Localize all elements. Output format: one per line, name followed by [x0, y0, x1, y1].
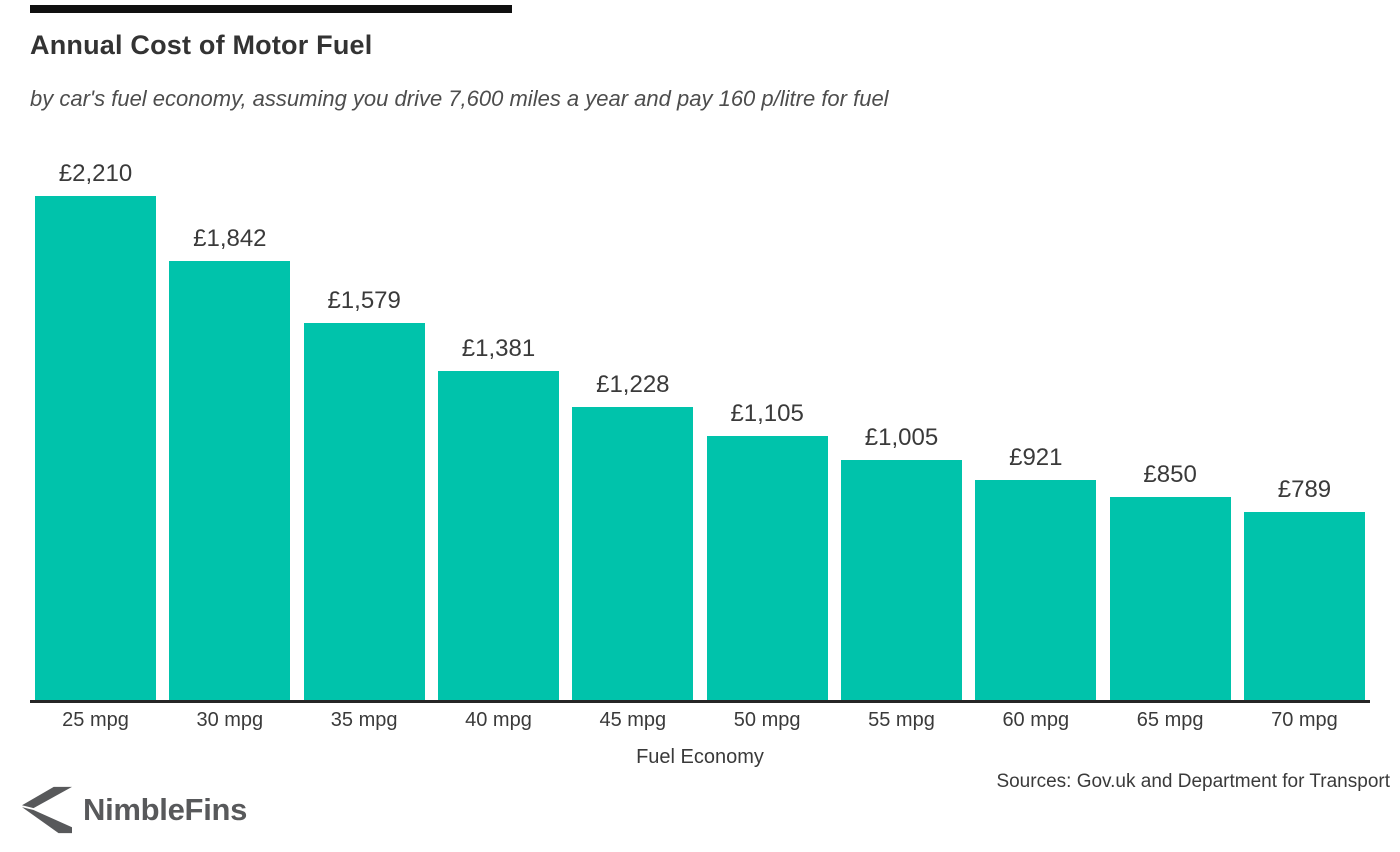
x-tick-label: 60 mpg — [1002, 709, 1070, 731]
bar-value-label: £789 — [1277, 476, 1332, 503]
x-tick-label: 50 mpg — [733, 709, 801, 731]
bar — [706, 436, 828, 700]
bar-chart-plot-area: £2,210 £1,842 £1,579 £1,381 £1,228 £1,105 £1,0… — [35, 160, 1365, 700]
x-axis-line — [30, 700, 1370, 703]
bar-value-label: £1,105 — [730, 400, 804, 427]
bar-column: £1,381 — [437, 160, 559, 700]
bar-column: £1,579 — [303, 160, 425, 700]
sources-note: Sources: Gov.uk and Department for Trans… — [996, 771, 1390, 792]
nimblefins-logo-text: NimbleFins — [83, 792, 248, 827]
bar-value-label: £1,005 — [864, 424, 939, 451]
chart-subtitle: by car's fuel economy, assuming you driv… — [30, 86, 889, 111]
x-axis-title: Fuel Economy — [636, 746, 764, 768]
bar-value-label: £921 — [1009, 444, 1063, 471]
top-accent-bar — [30, 5, 512, 13]
bar — [437, 371, 559, 700]
x-tick-label: 55 mpg — [868, 709, 935, 731]
x-tick-label: 45 mpg — [599, 709, 667, 731]
nimblefins-fin-icon — [22, 786, 72, 834]
x-tick-label: 40 mpg — [465, 709, 532, 731]
bar — [303, 323, 425, 700]
x-tick-label: 25 mpg — [62, 709, 129, 731]
x-axis-tick-labels: 25 mpg 30 mpg 35 mpg 40 mpg 45 mpg 50 mpg 55 m… — [35, 709, 1365, 732]
x-tick-label: 70 mpg — [1271, 709, 1338, 731]
bar — [572, 407, 694, 700]
bar-column: £1,228 — [572, 160, 694, 700]
bar — [840, 460, 962, 700]
x-tick-label: 65 mpg — [1136, 709, 1204, 731]
bar-column: £789 — [1243, 160, 1365, 700]
nimblefins-logo: NimbleFins — [22, 786, 247, 834]
bar-column: £850 — [1109, 160, 1231, 700]
bar-column: £1,005 — [840, 160, 962, 700]
x-tick-label: 35 mpg — [330, 709, 398, 731]
bar — [975, 480, 1097, 700]
x-tick-label: 30 mpg — [196, 709, 264, 731]
bar-value-label: £1,381 — [461, 335, 536, 362]
bar-value-label: £1,842 — [193, 225, 267, 252]
bar-column: £1,105 — [706, 160, 828, 700]
bar-column: £921 — [975, 160, 1097, 700]
bar — [35, 196, 156, 700]
chart-title: Annual Cost of Motor Fuel — [30, 30, 373, 60]
bar-column: £1,842 — [169, 160, 291, 700]
bar — [1243, 512, 1365, 700]
bar-column: £2,210 — [35, 160, 156, 700]
bar-value-label: £1,228 — [596, 371, 670, 398]
bar-value-label: £2,210 — [58, 160, 133, 187]
bar — [169, 261, 291, 700]
bar-value-label: £1,579 — [327, 287, 401, 314]
bar-value-label: £850 — [1143, 461, 1197, 488]
bar — [1109, 497, 1231, 700]
